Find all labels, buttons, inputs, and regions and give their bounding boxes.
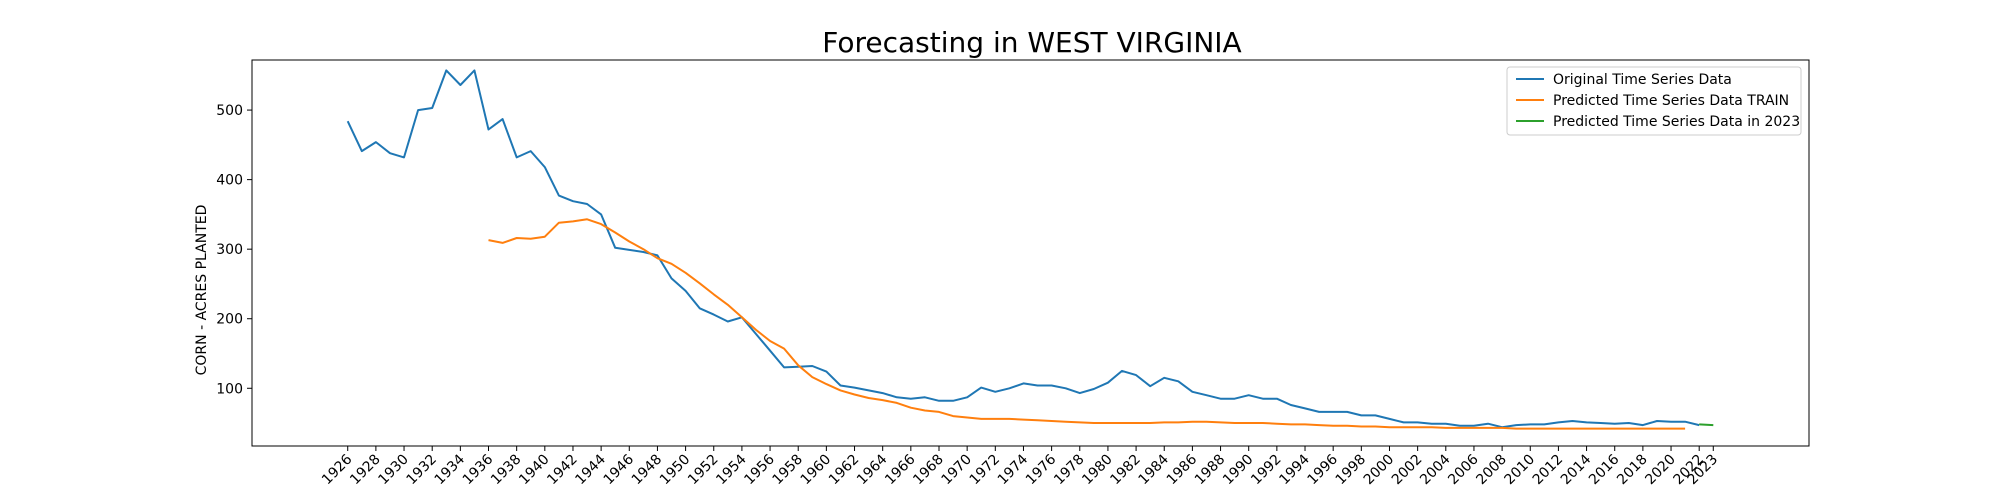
legend: Original Time Series Data Predicted Time … bbox=[1506, 66, 1802, 136]
series-line-1 bbox=[346, 69, 1700, 429]
legend-label-2: Predicted Time Series Data TRAIN bbox=[1553, 93, 1789, 109]
y-axis-label: CORN - ACRES PLANTED bbox=[194, 205, 210, 376]
y-tick-label: 400 bbox=[216, 173, 243, 189]
axes-frame bbox=[251, 59, 1810, 447]
legend-label-3: Predicted Time Series Data in 2023 bbox=[1553, 114, 1800, 130]
y-tick-label: 300 bbox=[216, 242, 243, 258]
legend-label-1: Original Time Series Data bbox=[1553, 72, 1732, 88]
legend-box bbox=[1506, 66, 1802, 136]
y-tick-label: 500 bbox=[216, 103, 243, 119]
y-tick-label: 200 bbox=[216, 312, 243, 328]
y-tick-label: 100 bbox=[216, 381, 243, 397]
series-line-2 bbox=[488, 218, 1686, 430]
series-line-3 bbox=[1699, 423, 1714, 427]
chart-title: Forecasting in WEST VIRGINIA bbox=[822, 26, 1241, 59]
